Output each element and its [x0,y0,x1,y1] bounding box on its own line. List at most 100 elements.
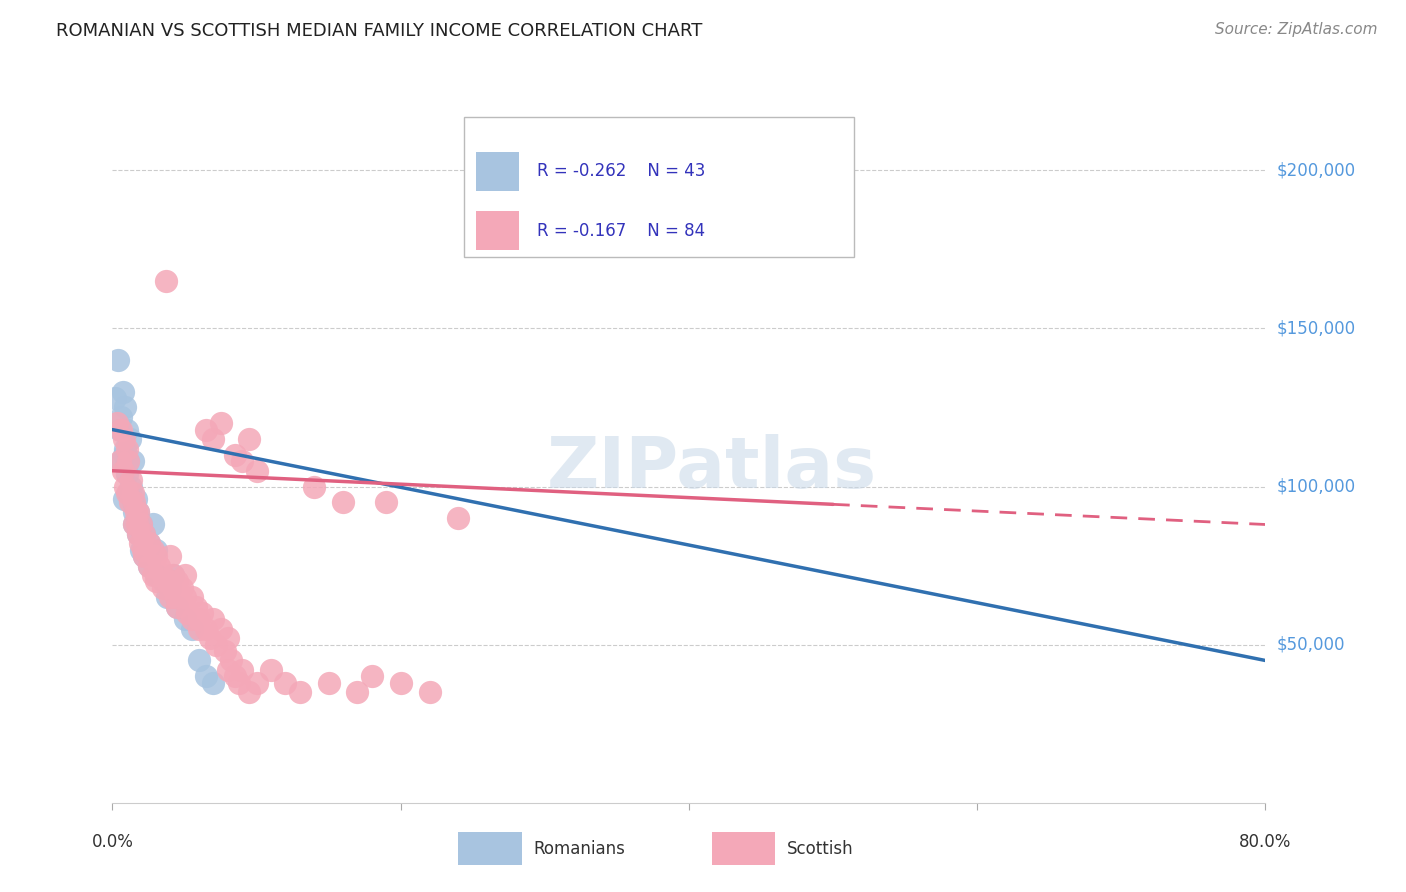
Point [375,495,398,509]
Point [145,549,167,563]
Text: 0.0%: 0.0% [91,833,134,851]
Point [162,581,184,595]
Point [122,505,145,519]
Point [110,454,132,468]
Point [118,495,141,509]
Text: R = -0.262    N = 43: R = -0.262 N = 43 [537,162,706,180]
Point [142,542,165,557]
Point [173,612,195,626]
Point [112,432,135,446]
Bar [475,211,519,250]
Point [202,432,225,446]
Point [127,527,149,541]
Point [117,454,139,468]
Point [124,492,146,507]
Text: $100,000: $100,000 [1277,477,1355,496]
Point [138,558,160,573]
Point [224,448,246,462]
Point [121,454,143,468]
Point [156,574,179,589]
Point [159,581,181,595]
Point [115,467,138,481]
Point [120,479,142,493]
Point [176,606,198,620]
Point [145,574,167,589]
Point [231,663,253,677]
Point [156,591,179,605]
Point [202,612,225,626]
Point [195,423,218,437]
Point [127,527,149,541]
Point [111,384,134,399]
Point [184,599,207,614]
Point [114,479,136,493]
Point [138,558,160,573]
Point [122,517,145,532]
Point [159,549,181,563]
Point [132,542,155,557]
Point [346,685,368,699]
Point [202,675,225,690]
Point [209,417,232,431]
Point [122,495,145,509]
Point [162,568,184,582]
Point [134,527,156,541]
Point [138,536,160,550]
Text: R = -0.167    N = 84: R = -0.167 N = 84 [537,221,704,240]
Point [108,454,131,468]
Point [224,669,246,683]
Text: 80.0%: 80.0% [1239,833,1292,851]
Point [214,644,236,658]
Text: $200,000: $200,000 [1277,161,1355,179]
Point [419,685,441,699]
Text: Scottish: Scottish [787,839,853,858]
Point [195,669,218,683]
Point [152,568,174,582]
Point [188,612,211,626]
Text: ROMANIAN VS SCOTTISH MEDIAN FAMILY INCOME CORRELATION CHART: ROMANIAN VS SCOTTISH MEDIAN FAMILY INCOM… [56,22,703,40]
Point [127,505,149,519]
Point [134,549,156,563]
Point [110,423,132,437]
FancyBboxPatch shape [464,118,853,257]
Point [447,511,470,525]
Text: $50,000: $50,000 [1277,636,1346,654]
Point [304,479,326,493]
Point [134,527,156,541]
Point [231,454,253,468]
Point [152,581,174,595]
Point [121,495,143,509]
Point [260,663,283,677]
Point [129,517,153,532]
Point [173,591,195,605]
Point [274,675,297,690]
Point [112,492,135,507]
Bar [711,832,776,865]
Point [117,454,139,468]
Point [180,622,202,636]
Point [219,653,242,667]
Point [162,568,184,582]
Point [209,622,232,636]
Point [245,675,267,690]
Point [238,432,260,446]
Point [107,353,129,368]
Point [118,432,141,446]
Point [129,542,153,557]
Point [332,495,354,509]
Point [125,517,148,532]
Point [114,442,136,456]
Point [180,591,202,605]
Point [195,622,218,636]
Point [120,473,142,487]
Point [104,391,127,405]
Point [138,536,160,550]
Point [145,568,167,582]
Point [205,638,228,652]
Point [191,606,214,620]
Point [188,622,211,636]
Point [245,464,267,478]
Point [217,663,239,677]
Text: ZIPatlas: ZIPatlas [547,434,877,503]
Point [228,675,250,690]
